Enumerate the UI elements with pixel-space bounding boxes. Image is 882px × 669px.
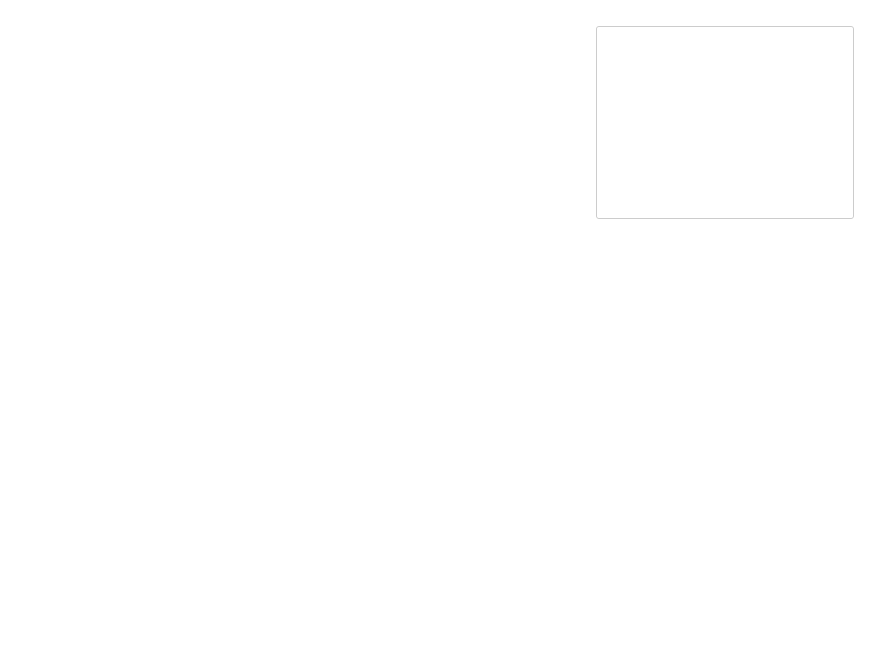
legend bbox=[596, 26, 854, 219]
legend-item-dr1-bao bbox=[605, 140, 843, 175]
legend-item-baseline bbox=[605, 70, 843, 105]
legend-item-snr bbox=[605, 105, 843, 140]
legend-item-dr2-bao bbox=[605, 175, 843, 210]
legend-item-accel2-prior bbox=[605, 35, 843, 70]
